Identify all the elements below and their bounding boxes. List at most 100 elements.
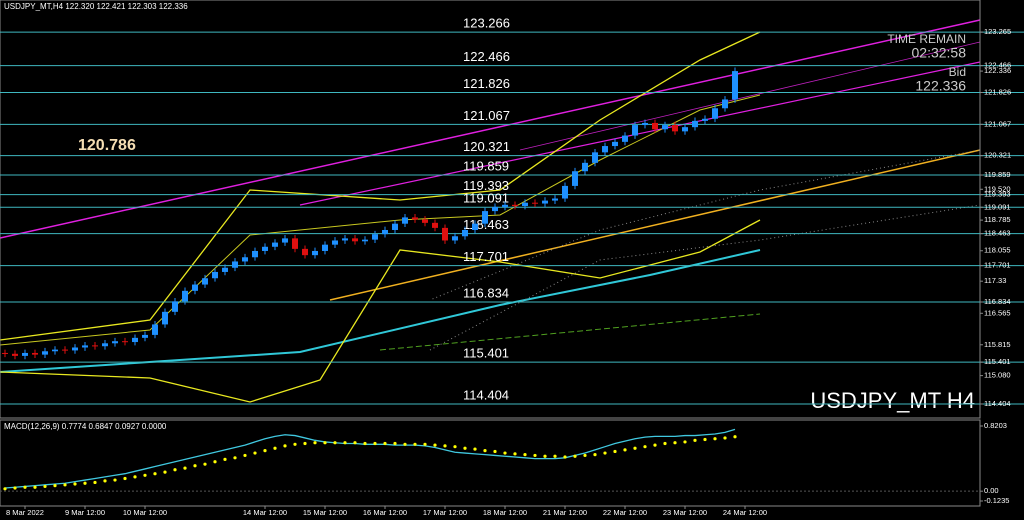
x-tick-label: 10 Mar 12:00 bbox=[123, 508, 167, 517]
candle-body bbox=[62, 349, 68, 351]
candle-body bbox=[172, 301, 178, 312]
candle-body bbox=[652, 122, 658, 130]
candle-body bbox=[552, 198, 558, 201]
signal-dot bbox=[143, 473, 147, 477]
candle-body bbox=[532, 202, 538, 204]
candle-body bbox=[662, 125, 668, 130]
indicator-tick-label: -0.1235 bbox=[984, 496, 1009, 505]
signal-dot bbox=[643, 445, 647, 449]
signal-dot bbox=[363, 441, 367, 446]
signal-dot bbox=[693, 438, 697, 442]
x-tick-label: 23 Mar 12:00 bbox=[663, 508, 707, 517]
candle-body bbox=[272, 242, 278, 247]
signal-dot bbox=[453, 445, 457, 449]
trend-line bbox=[379, 313, 761, 351]
candle-body bbox=[702, 118, 708, 121]
signal-dot bbox=[323, 441, 327, 445]
candle-body bbox=[32, 352, 38, 355]
x-tick-label: 9 Mar 12:00 bbox=[65, 508, 105, 517]
moving-average bbox=[0, 249, 761, 373]
bid: 122.336 bbox=[915, 78, 966, 94]
level-label: 120.321 bbox=[463, 139, 510, 154]
candle-body bbox=[352, 238, 358, 242]
candle-body bbox=[472, 223, 478, 230]
signal-dot bbox=[263, 449, 267, 453]
candle-body bbox=[82, 345, 88, 348]
signal-dot bbox=[483, 449, 487, 453]
indicator-tick-label: 0.8203 bbox=[984, 421, 1007, 430]
candle-body bbox=[102, 343, 108, 347]
candle-body bbox=[492, 206, 498, 212]
signal-dot bbox=[273, 446, 277, 450]
signal-dot bbox=[553, 454, 557, 458]
candle-body bbox=[432, 222, 438, 228]
candle-body bbox=[192, 284, 198, 291]
y-tick-label: 123.265 bbox=[984, 27, 1011, 36]
candle-body bbox=[152, 324, 158, 335]
candle-body bbox=[732, 71, 738, 100]
header: USDJPY_MT,H4 122.320 122.421 122.303 122… bbox=[4, 2, 188, 11]
signal-dot bbox=[123, 476, 127, 481]
level-label: 115.401 bbox=[463, 346, 509, 361]
x-tick-label: 15 Mar 12:00 bbox=[303, 508, 347, 517]
y-tick-label: 118.055 bbox=[984, 246, 1011, 255]
x-tick-label: 17 Mar 12:00 bbox=[423, 508, 467, 517]
candle-body bbox=[282, 238, 288, 243]
candle-body bbox=[242, 257, 248, 262]
time-remain: 02:32:58 bbox=[912, 45, 967, 61]
candle-body bbox=[72, 347, 78, 351]
y-tick-label: 119.393 bbox=[984, 190, 1011, 199]
candle-body bbox=[382, 229, 388, 235]
signal-dot bbox=[523, 453, 527, 457]
cloud bbox=[429, 149, 981, 351]
signal-dot bbox=[593, 453, 597, 457]
y-tick-label: 115.815 bbox=[984, 340, 1011, 349]
y-tick-label: 115.080 bbox=[984, 371, 1011, 380]
signal-dot bbox=[223, 457, 227, 461]
y-tick-label: 122.466 bbox=[984, 61, 1011, 70]
signal-dot bbox=[633, 446, 637, 450]
x-tick-label: 14 Mar 12:00 bbox=[243, 508, 287, 517]
y-tick-label: 115.401 bbox=[984, 357, 1011, 366]
candle-body bbox=[232, 261, 238, 268]
candle-body bbox=[402, 217, 408, 224]
candle-body bbox=[12, 353, 18, 356]
candle-body bbox=[2, 352, 8, 354]
candle-body bbox=[212, 271, 218, 279]
candle-body bbox=[342, 238, 348, 241]
marker-price: 120.786 bbox=[78, 137, 136, 154]
bid-label: Bid bbox=[949, 65, 966, 79]
signal-dot bbox=[473, 447, 477, 451]
signal-dot bbox=[173, 468, 177, 472]
candle-body bbox=[322, 244, 328, 251]
trend-line bbox=[519, 41, 981, 151]
x-tick-label: 21 Mar 12:00 bbox=[543, 508, 587, 517]
candle-body bbox=[142, 334, 148, 338]
candle-body bbox=[462, 229, 468, 237]
signal-dot bbox=[613, 449, 617, 454]
signal-dot bbox=[293, 442, 297, 446]
signal-dot bbox=[373, 441, 377, 446]
signal-dot bbox=[203, 462, 207, 466]
signal-dot bbox=[133, 475, 137, 479]
signal-dot bbox=[283, 444, 287, 448]
signal-dot bbox=[83, 481, 87, 485]
signal-dot bbox=[303, 441, 307, 446]
candle-body bbox=[302, 248, 308, 256]
signal-dot bbox=[623, 448, 627, 452]
signal-dot bbox=[713, 437, 717, 441]
candle-body bbox=[642, 122, 648, 126]
signal-dot bbox=[393, 441, 397, 446]
indicator-frame bbox=[0, 419, 981, 507]
x-tick-label: 8 Mar 2022 bbox=[6, 508, 44, 517]
candle-body bbox=[292, 238, 298, 249]
signal-dot bbox=[313, 441, 317, 445]
signal-dot bbox=[233, 456, 237, 460]
signal-dot bbox=[13, 486, 17, 490]
signal-dot bbox=[663, 441, 667, 446]
candle-body bbox=[622, 135, 628, 142]
signal-dot bbox=[63, 483, 67, 487]
candle-body bbox=[312, 250, 318, 256]
x-tick-label: 24 Mar 12:00 bbox=[723, 508, 767, 517]
